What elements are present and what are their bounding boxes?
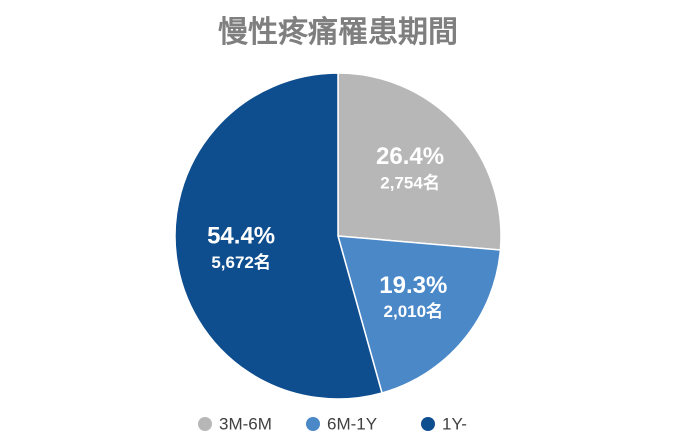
legend-label: 1Y- [442,414,467,433]
legend-marker [198,417,212,431]
count-label: 5,672名 [211,252,271,272]
legend-label: 3M-6M [219,414,272,433]
count-label: 2,754名 [380,172,440,192]
count-label: 2,010名 [384,301,444,321]
legend-label: 6M-1Y [327,414,377,433]
value-label: 26.4% [376,143,444,170]
pie-slice [337,72,502,251]
pie-slice [174,72,383,400]
legend-marker [306,417,320,431]
legend-marker [421,417,435,431]
value-label: 54.4% [207,223,275,250]
pie-slice [336,235,502,394]
chart-title: 慢性疼痛罹患期間 [218,15,458,49]
value-label: 19.3% [379,272,447,299]
